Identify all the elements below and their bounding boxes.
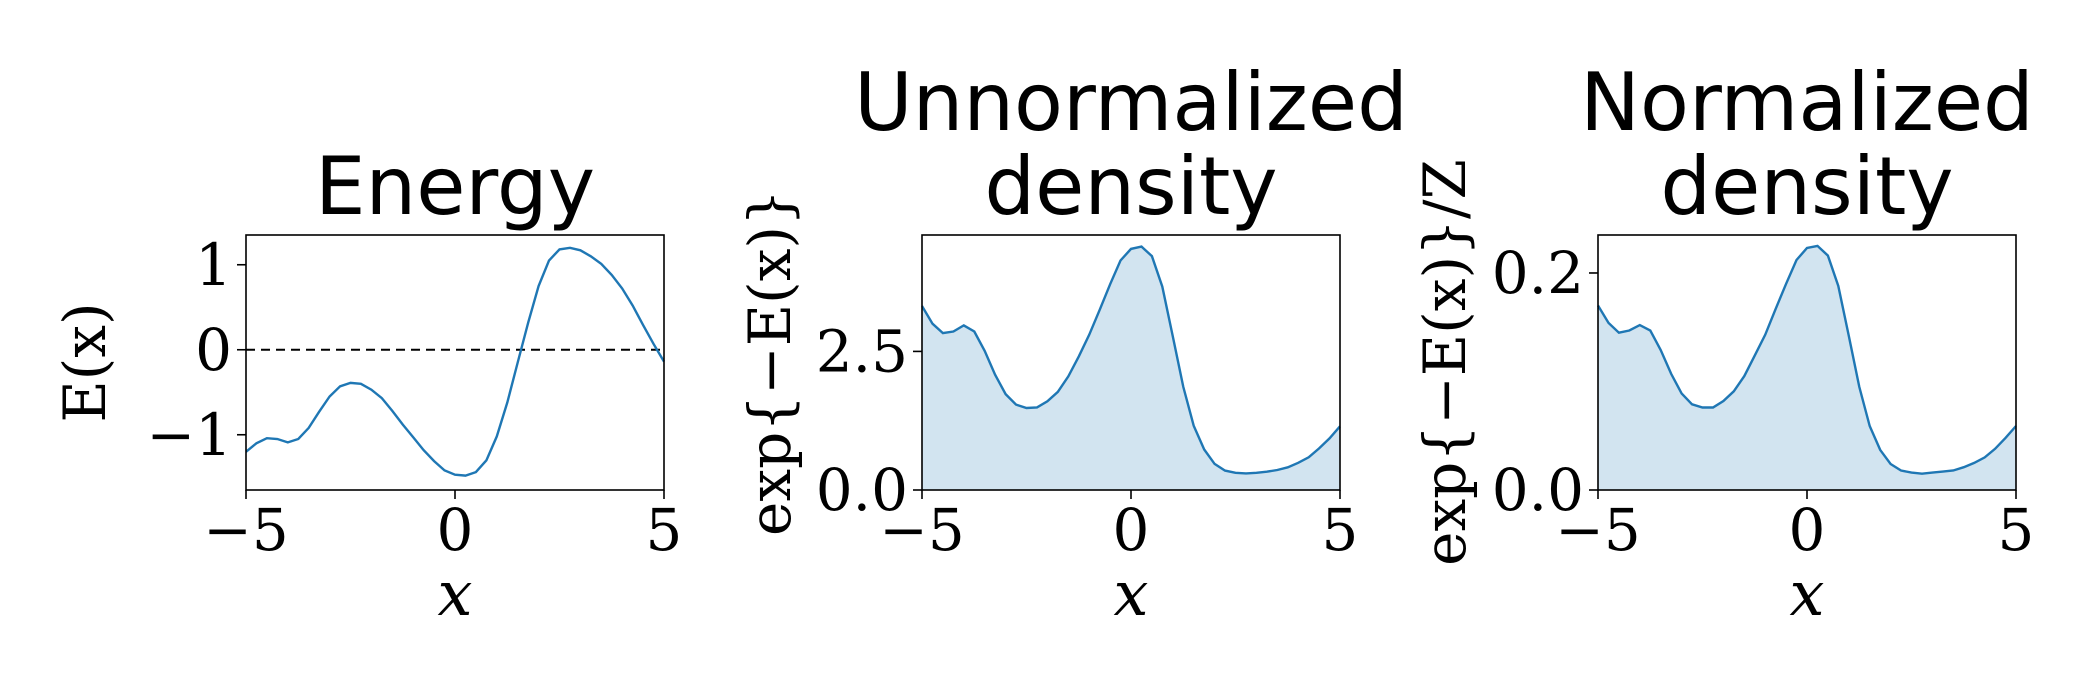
data-curve <box>245 246 666 477</box>
x-tick-label: −5 <box>879 496 965 564</box>
x-tick-label: 5 <box>646 496 683 564</box>
x-axis-label: x <box>1790 557 1825 630</box>
x-tick-label: 0 <box>1113 496 1150 564</box>
chart-title-line: Normalized <box>1580 56 2034 149</box>
x-tick-label: 0 <box>437 496 474 564</box>
axes-frame <box>245 234 665 491</box>
x-tick-label: −5 <box>1555 496 1641 564</box>
y-tick-label: 2.5 <box>816 317 908 385</box>
x-tick-label: 5 <box>1998 496 2035 564</box>
y-axis-label: exp{−E(x)} <box>736 189 804 536</box>
y-tick-label: −1 <box>147 401 233 469</box>
x-tick-label: −5 <box>203 496 289 564</box>
x-tick-label: 5 <box>1322 496 1359 564</box>
y-tick-label: 0.0 <box>1492 456 1584 524</box>
x-axis-label: x <box>1114 557 1149 630</box>
x-axis-label: x <box>438 557 473 630</box>
data-curve <box>1596 244 2017 475</box>
data-curve <box>920 245 1341 475</box>
chart-title-line: Unnormalized <box>854 56 1408 149</box>
y-tick-label: 0.0 <box>816 456 908 524</box>
y-tick-label: 1 <box>195 231 232 299</box>
y-tick-label: 0.2 <box>1492 239 1584 307</box>
chart-title-line: density <box>1660 140 1953 233</box>
x-tick-label: 0 <box>1789 496 1826 564</box>
density-area-fill <box>922 246 1340 490</box>
density-area-fill <box>1598 245 2016 490</box>
y-tick-label: 0 <box>195 316 232 384</box>
energy-panel: Energy −5 0 5 −1 0 1 x E(x) <box>51 140 682 630</box>
y-axis-label: exp{−E(x)}/Z <box>1411 159 1479 566</box>
y-axis-label: E(x) <box>51 302 119 422</box>
chart-title-line: Energy <box>315 140 595 233</box>
chart-title-line: density <box>984 140 1277 233</box>
